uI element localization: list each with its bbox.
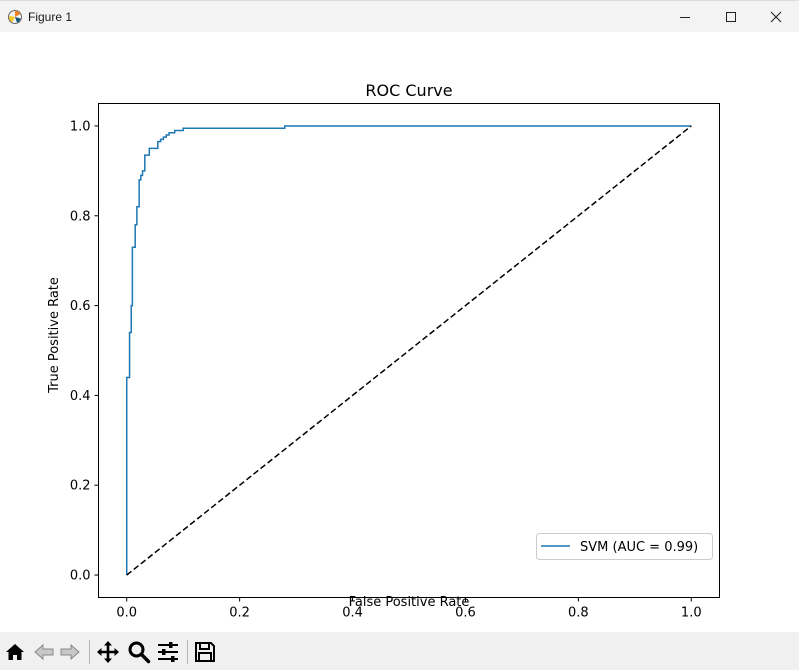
pan-icon <box>97 641 119 663</box>
y-tick-label: 0.6 <box>70 299 91 314</box>
toolbar-separator <box>89 640 90 664</box>
legend-label-svm: SVM (AUC = 0.99) <box>580 540 698 555</box>
x-tick-label: 0.4 <box>342 606 363 621</box>
navigation-toolbar <box>0 632 799 670</box>
save-icon <box>195 642 215 662</box>
close-button[interactable] <box>753 1 799 33</box>
pan-button[interactable] <box>96 640 120 664</box>
matplotlib-logo-icon <box>7 9 23 25</box>
y-tick-label: 0.2 <box>70 479 91 494</box>
forward-arrow-icon <box>60 643 80 661</box>
legend: SVM (AUC = 0.99) <box>536 533 713 560</box>
y-axis-label: True Positive Rate <box>47 277 62 394</box>
zoom-icon <box>128 641 151 664</box>
configure-subplots-icon <box>158 642 178 662</box>
back-button[interactable] <box>32 640 56 664</box>
chance-diagonal-line <box>126 125 692 576</box>
x-tick-label: 0.6 <box>455 606 476 621</box>
x-tick-label: 0.0 <box>116 606 137 621</box>
x-axis: 0.0 0.2 0.4 0.6 0.8 1.0 <box>116 597 702 621</box>
roc-chart: ROC Curve 0.0 0.2 0.4 0.6 0.8 1.0 0.00.20.40.… <box>47 81 720 621</box>
forward-button[interactable] <box>58 640 82 664</box>
x-tick-label: 0.2 <box>229 606 250 621</box>
title-bar: Figure 1 <box>0 0 799 32</box>
save-button[interactable] <box>193 640 217 664</box>
y-tick-label: 0.8 <box>70 209 91 224</box>
x-axis-label: False Positive Rate <box>349 595 470 610</box>
back-arrow-icon <box>34 643 54 661</box>
chart-title: ROC Curve <box>365 81 452 100</box>
y-axis: 0.0 0.2 0.4 0.6 0.8 1.0 <box>70 119 99 584</box>
series-line-svm <box>125 125 692 576</box>
legend-box <box>536 533 713 560</box>
zoom-button[interactable] <box>127 640 151 664</box>
window-title: Figure 1 <box>28 10 73 24</box>
maximize-icon <box>726 12 736 22</box>
configure-subplots-button[interactable] <box>156 640 180 664</box>
minimize-icon <box>680 17 690 18</box>
x-tick-label: 1.0 <box>681 606 702 621</box>
x-tick-label: 0.8 <box>568 606 589 621</box>
figure-canvas[interactable]: ROC Curve 0.0 0.2 0.4 0.6 0.8 1.0 0.0 0.2 0.4 0.… <box>0 32 799 632</box>
maximize-button[interactable] <box>708 1 754 33</box>
y-tick-label: 0.4 <box>70 389 91 404</box>
plot-area <box>125 125 692 576</box>
close-icon <box>770 11 782 23</box>
y-tick-label: 0.0 <box>70 569 91 584</box>
toolbar-separator <box>187 640 188 664</box>
minimize-button[interactable] <box>662 1 708 33</box>
home-icon <box>6 644 24 660</box>
axes-frame <box>98 103 720 598</box>
home-button[interactable] <box>3 640 27 664</box>
y-tick-label: 1.0 <box>70 119 91 134</box>
